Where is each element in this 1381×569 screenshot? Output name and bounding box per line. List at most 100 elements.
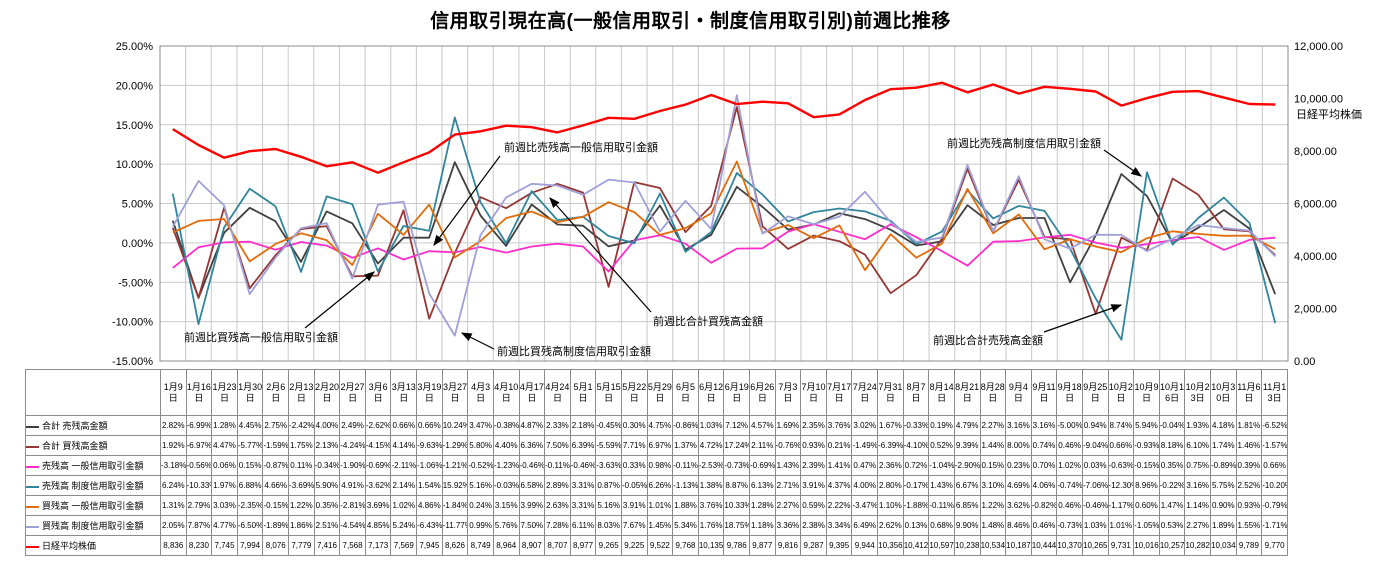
value-cell: -2.42% bbox=[288, 415, 315, 436]
right-axis-tick-label: 4,000.00 bbox=[1294, 251, 1337, 263]
value-cell: 3.76% bbox=[825, 415, 853, 436]
value-cell: 0.11% bbox=[288, 455, 315, 476]
value-cell: -6.52% bbox=[1261, 415, 1288, 436]
value-cell: 4.40% bbox=[492, 435, 520, 456]
value-cell: -6.99% bbox=[185, 415, 213, 436]
left-axis-tick-label: 5.00% bbox=[122, 199, 153, 211]
value-cell: 0.35% bbox=[1158, 455, 1186, 476]
value-cell: -1.90% bbox=[339, 455, 366, 476]
value-cell: 10.33% bbox=[723, 495, 751, 516]
value-cell: 6.39% bbox=[569, 435, 597, 456]
value-cell: 0.46% bbox=[1056, 435, 1083, 456]
value-cell: 6.36% bbox=[518, 435, 546, 456]
right-axis-title: 日経平均株価 bbox=[1296, 107, 1362, 121]
value-cell: -4.10% bbox=[902, 435, 930, 456]
value-cell: 3.03% bbox=[211, 495, 238, 516]
date-header-cell: 7月3日 bbox=[774, 369, 802, 416]
table-row: 合計 買残高金額 1.92% -6.97% 4.47% -5.77% -1.59% 1.75… bbox=[25, 435, 1288, 456]
date-header-cell: 1月30日 bbox=[236, 369, 264, 416]
value-cell: -0.11% bbox=[928, 495, 955, 516]
value-cell: 6.13% bbox=[749, 475, 776, 496]
value-cell: 0.15% bbox=[236, 455, 264, 476]
date-header-cell: 7月10日 bbox=[800, 369, 827, 416]
value-cell: 8,076 bbox=[262, 535, 290, 556]
value-cell: 0.30% bbox=[620, 415, 648, 436]
value-cell: 1.48% bbox=[979, 515, 1007, 536]
value-cell: -10.33% bbox=[185, 475, 213, 496]
value-cell: -5.59% bbox=[595, 435, 622, 456]
value-cell: 0.60% bbox=[1133, 495, 1160, 516]
value-cell: 1.97% bbox=[211, 475, 238, 496]
value-cell: -0.76% bbox=[774, 435, 802, 456]
value-cell: 5.76% bbox=[492, 515, 520, 536]
date-header-cell: 3月19日 bbox=[416, 369, 443, 416]
value-cell: -1.71% bbox=[1261, 515, 1288, 536]
value-cell: 4.00% bbox=[313, 415, 341, 436]
value-cell: 1.28% bbox=[749, 495, 776, 516]
value-cell: -3.69% bbox=[288, 475, 315, 496]
value-cell: -5.77% bbox=[236, 435, 264, 456]
value-cell: 4.91% bbox=[339, 475, 366, 496]
value-cell: 9,522 bbox=[646, 535, 674, 556]
value-cell: 0.93% bbox=[800, 435, 827, 456]
date-header-cell: 1月9日 bbox=[160, 369, 187, 416]
value-cell: 7.50% bbox=[518, 515, 546, 536]
value-cell: -0.46% bbox=[569, 455, 597, 476]
date-header-cell: 4月3日 bbox=[467, 369, 494, 416]
series-line bbox=[172, 160, 1276, 272]
annotation-arrow bbox=[1043, 304, 1123, 333]
value-cell: -0.63% bbox=[1107, 455, 1135, 476]
legend-line-marker bbox=[26, 485, 39, 488]
value-cell: 10,534 bbox=[979, 535, 1007, 556]
value-cell: 0.53% bbox=[1158, 515, 1186, 536]
annotation-buy-general: 前週比買残高一般信用取引金額 bbox=[184, 332, 338, 344]
value-cell: 0.21% bbox=[825, 435, 853, 456]
left-axis-tick-label: 25.00% bbox=[116, 41, 154, 53]
date-header-cell: 8月28日 bbox=[979, 369, 1007, 416]
value-cell: 0.59% bbox=[800, 495, 827, 516]
value-cell: 0.52% bbox=[928, 435, 955, 456]
legend-line-marker bbox=[26, 445, 39, 448]
value-cell: 7.12% bbox=[723, 415, 751, 436]
value-cell: -2.53% bbox=[697, 455, 725, 476]
value-cell: 0.23% bbox=[1005, 455, 1032, 476]
date-header-cell: 9月25日 bbox=[1081, 369, 1109, 416]
value-cell: 9,789 bbox=[1235, 535, 1263, 556]
date-header-cell: 5月1日 bbox=[569, 369, 597, 416]
value-cell: 2.80% bbox=[877, 475, 904, 496]
series-label-cell: 買残高 制度信用取引金額 bbox=[25, 515, 161, 536]
value-cell: 8,977 bbox=[569, 535, 597, 556]
value-cell: 8.00% bbox=[1005, 435, 1032, 456]
table-row: 買残高 制度信用取引金額 2.05% 7.87% 4.77% -6.50% -1.89% 1… bbox=[25, 515, 1288, 536]
value-cell: 8.18% bbox=[1158, 435, 1186, 456]
value-cell: 9,816 bbox=[774, 535, 802, 556]
value-cell: -2.35% bbox=[236, 495, 264, 516]
value-cell: 4.14% bbox=[390, 435, 418, 456]
date-header-cell: 5月22日 bbox=[620, 369, 648, 416]
value-cell: -0.15% bbox=[1133, 455, 1160, 476]
value-cell: 17.24% bbox=[723, 435, 751, 456]
value-cell: -0.34% bbox=[313, 455, 341, 476]
value-cell: 1.02% bbox=[1056, 455, 1083, 476]
value-cell: -1.29% bbox=[441, 435, 469, 456]
left-axis-tick-label: 0.00% bbox=[122, 238, 153, 250]
value-cell: 2.79% bbox=[185, 495, 213, 516]
value-cell: 10,257 bbox=[1158, 535, 1186, 556]
value-cell: 0.72% bbox=[902, 455, 930, 476]
value-cell: 2.27% bbox=[979, 415, 1007, 436]
value-cell: 0.66% bbox=[390, 415, 418, 436]
value-cell: -2.11% bbox=[390, 455, 418, 476]
value-cell: -1.21% bbox=[441, 455, 469, 476]
value-cell: -6.50% bbox=[236, 515, 264, 536]
value-cell: 9,287 bbox=[800, 535, 827, 556]
value-cell: 3.16% bbox=[1184, 475, 1211, 496]
annotation-buy-system: 前週比買残高制度信用取引金額 bbox=[497, 346, 651, 358]
value-cell: 1.02% bbox=[390, 495, 418, 516]
value-cell: 4.06% bbox=[1030, 475, 1058, 496]
value-cell: -0.38% bbox=[492, 415, 520, 436]
date-header-cell: 4月10日 bbox=[492, 369, 520, 416]
table-row: 合計 売残高金額 2.82% -6.99% 1.28% 4.45% 2.75% -2.42%… bbox=[25, 415, 1288, 436]
left-axis-tick-label: 15.00% bbox=[116, 120, 154, 132]
value-cell: 9,768 bbox=[672, 535, 699, 556]
series-label-cell: 合計 買残高金額 bbox=[25, 435, 161, 456]
